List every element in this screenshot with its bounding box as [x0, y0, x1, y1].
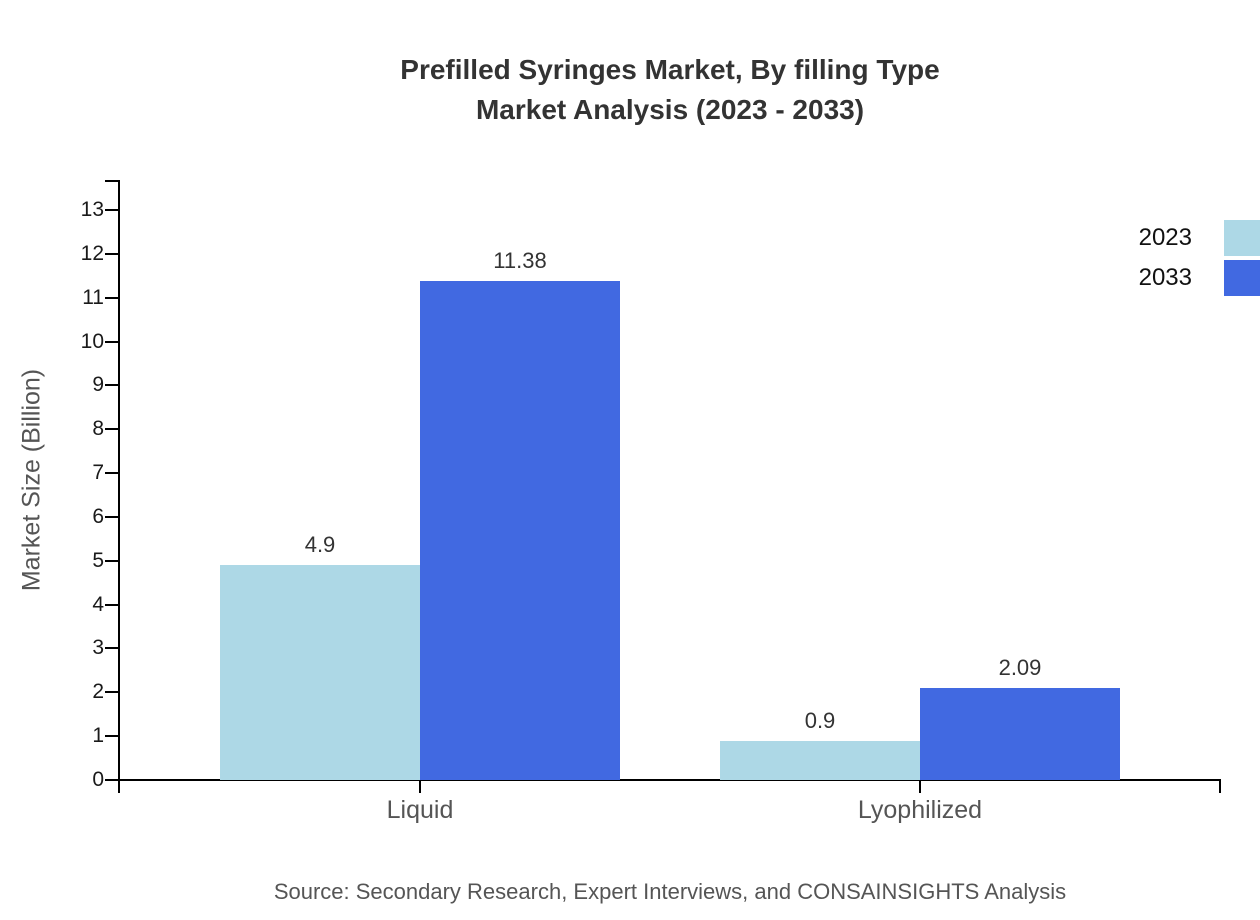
y-tick — [105, 252, 118, 255]
x-axis-start-tick — [118, 780, 120, 793]
y-tick-label: 4 — [92, 592, 104, 616]
bar-2033-liquid — [420, 281, 620, 780]
y-tick — [105, 647, 118, 650]
y-tick-label: 12 — [80, 241, 104, 265]
legend-label-2023: 2023 — [1138, 224, 1192, 251]
x-axis-end-tick — [1219, 780, 1221, 793]
legend-swatch-2023 — [1224, 220, 1260, 256]
chart-title-line1: Prefilled Syringes Market, By filling Ty… — [400, 54, 940, 85]
x-tick — [419, 780, 421, 793]
y-tick-label: 1 — [92, 724, 104, 748]
chart-title: Prefilled Syringes Market, By filling Ty… — [118, 50, 1222, 130]
bar-value-label: 11.38 — [493, 248, 547, 273]
y-tick-label: 7 — [92, 461, 104, 485]
y-tick-label: 10 — [80, 329, 104, 353]
legend: 2023 2033 — [1040, 220, 1260, 300]
y-tick-label: 5 — [92, 548, 104, 572]
y-tick — [105, 735, 118, 738]
x-tick — [919, 780, 921, 793]
y-tick — [105, 340, 118, 343]
y-tick-label: 11 — [82, 285, 104, 309]
y-tick — [105, 428, 118, 431]
y-tick — [105, 384, 118, 387]
y-axis-end-tick — [105, 180, 118, 182]
x-axis-line — [118, 779, 1221, 781]
y-tick — [105, 296, 118, 299]
bar-2023-lyophilized — [720, 741, 920, 780]
y-tick-label: 3 — [92, 636, 104, 660]
y-tick-label: 6 — [92, 504, 104, 528]
y-tick-label: 9 — [92, 373, 104, 397]
y-tick — [105, 472, 118, 475]
y-tick-label: 2 — [92, 680, 104, 704]
y-tick — [105, 515, 118, 518]
legend-item-2033: 2033 — [1040, 260, 1260, 296]
bar-value-label: 2.09 — [998, 655, 1042, 680]
source-note: Source: Secondary Research, Expert Inter… — [273, 879, 1067, 904]
bar-value-label: 4.9 — [304, 532, 336, 557]
y-tick — [105, 208, 118, 211]
y-tick — [105, 603, 118, 606]
y-axis-line — [118, 180, 120, 782]
y-tick-label: 13 — [80, 197, 104, 221]
legend-swatch-2033 — [1224, 260, 1260, 296]
y-tick-label: 8 — [92, 417, 104, 441]
legend-label-2033: 2033 — [1138, 264, 1192, 291]
legend-item-2023: 2023 — [1040, 220, 1260, 256]
bar-2033-lyophilized — [920, 688, 1120, 780]
bar-2023-liquid — [220, 565, 420, 780]
bar-value-label: 0.9 — [804, 708, 836, 733]
y-tick — [105, 779, 118, 781]
x-category-label: Liquid — [386, 796, 454, 824]
x-category-label: Lyophilized — [857, 796, 983, 824]
y-tick — [105, 691, 118, 694]
chart-title-line2: Market Analysis (2023 - 2033) — [475, 94, 865, 125]
y-tick — [105, 559, 118, 562]
y-tick-label: 0 — [92, 768, 104, 791]
